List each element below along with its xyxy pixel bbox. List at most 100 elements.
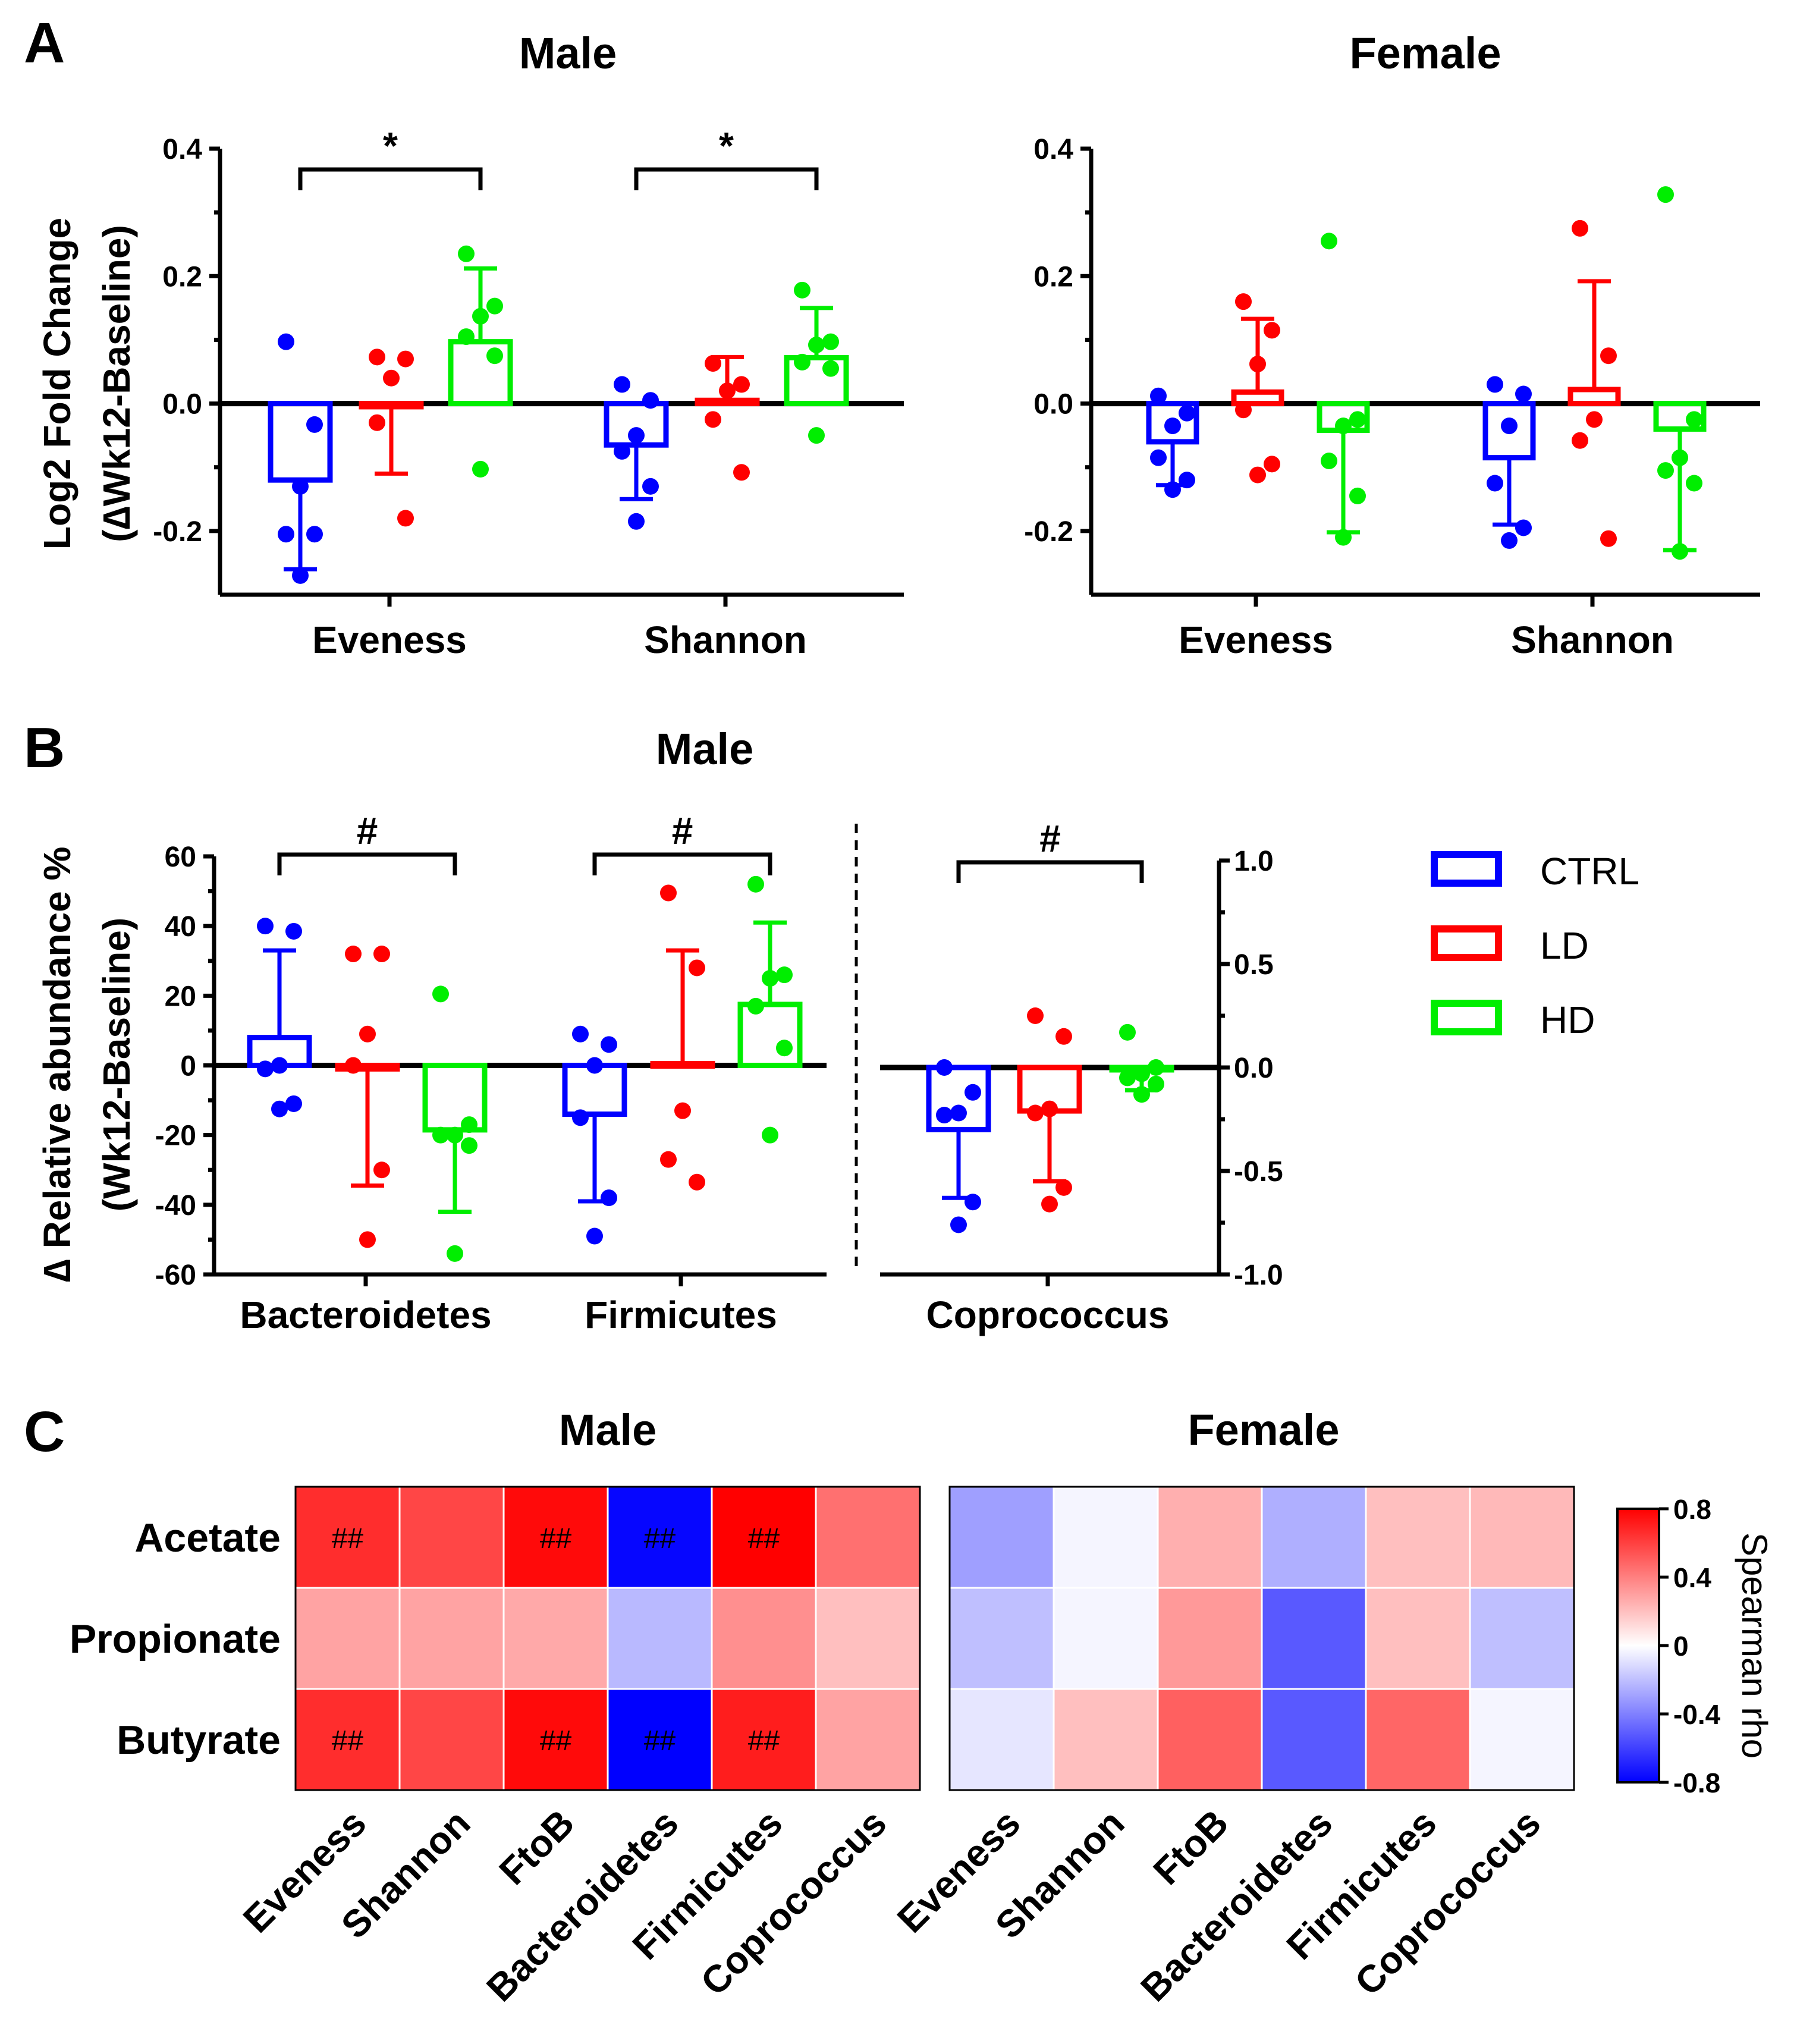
y-tick-label: -0.5 [1234, 1156, 1283, 1188]
data-point-hd [472, 460, 489, 478]
data-point-hd [747, 997, 764, 1015]
data-point-ld [733, 464, 750, 481]
y-tick-label: -40 [155, 1190, 196, 1222]
data-point-ctrl [306, 416, 323, 433]
bar-ctrl [268, 401, 333, 483]
data-point-hd [762, 970, 778, 987]
data-point-ctrl [642, 478, 659, 495]
data-point-ctrl [628, 513, 645, 530]
data-point-ctrl [257, 918, 274, 935]
heatmap-cell [1053, 1688, 1159, 1791]
data-point-ctrl [965, 1194, 981, 1211]
data-point-ctrl [1515, 385, 1532, 403]
bar-ld [650, 1061, 715, 1069]
data-point-ld [1235, 293, 1252, 310]
significance-bracket [592, 852, 772, 875]
data-point-ld [345, 1057, 362, 1074]
chart-b-phyla: 60 40 20 0 -20 -40 -60 Bacteroidetes Firmicutes #… [155, 809, 827, 1336]
heatmap-cell [398, 1587, 505, 1690]
heatmap-cell [294, 1587, 401, 1690]
data-point-ld [1264, 456, 1280, 473]
data-point-hd [794, 281, 810, 299]
significance-mark: ## [540, 1725, 572, 1757]
data-point-ld [1041, 1195, 1058, 1213]
data-point-ctrl [614, 376, 630, 393]
data-point-ctrl [285, 1095, 302, 1112]
significance-mark: ## [748, 1523, 780, 1555]
data-point-ld [383, 369, 400, 387]
data-point-hd [776, 966, 793, 984]
y-tick-label: -0.2 [1024, 516, 1073, 548]
data-point-ctrl [642, 392, 659, 409]
data-point-ctrl [965, 1084, 981, 1101]
y-tick-label: -60 [155, 1260, 196, 1291]
y-tick-label: 0.5 [1234, 949, 1274, 981]
legend: CTRL LD HD [1431, 850, 1639, 1041]
data-point-hd [472, 307, 489, 325]
data-point-ld [1027, 1104, 1044, 1122]
significance-bracket [956, 860, 1144, 883]
colorbar-tick-label: 0 [1673, 1631, 1689, 1662]
y-tick-label: 0.2 [162, 261, 202, 293]
data-point-hd [822, 333, 839, 350]
significance-bracket [634, 167, 819, 190]
y-tick-label: 40 [165, 911, 196, 943]
data-point-ctrl [1501, 417, 1518, 435]
y-tick-label: 0.2 [1033, 261, 1073, 293]
data-point-ctrl [1487, 475, 1503, 492]
heatmap-cell [1053, 1587, 1159, 1690]
data-point-ld [689, 959, 705, 977]
data-point-ctrl [1164, 417, 1181, 435]
y-tick-label: 0.4 [162, 134, 202, 165]
data-point-hd [1133, 1086, 1150, 1103]
panel-b-ylabel-line2: (Wk12-Baseline) [95, 918, 138, 1211]
data-point-ctrl [1164, 481, 1181, 498]
data-point-hd [1335, 417, 1352, 435]
data-point-ld [359, 1025, 376, 1043]
bar-hd [1653, 401, 1707, 432]
data-point-ctrl [1150, 449, 1167, 466]
category-label: Eveness [1179, 618, 1333, 661]
category-label: Shannon [1511, 618, 1674, 661]
chart-a-female: 0.4 0.2 0.0 -0.2 Eveness Shannon [1024, 134, 1760, 661]
y-tick-label: 60 [165, 842, 196, 873]
data-point-ld [1572, 219, 1588, 237]
data-point-ld [1041, 1100, 1058, 1117]
column-label: Bacteroidetes [478, 1801, 686, 2010]
panel-a-female-title: Female [1349, 29, 1501, 78]
data-point-ld [660, 1151, 677, 1168]
data-point-hd [458, 328, 475, 346]
data-point-ctrl [1501, 532, 1518, 549]
category-label: Shannon [644, 618, 807, 661]
data-point-hd [461, 1116, 477, 1134]
data-point-ctrl [292, 478, 309, 495]
data-point-ld [1055, 1028, 1072, 1045]
data-point-ctrl [936, 1059, 953, 1076]
data-point-ld [369, 414, 385, 431]
data-point-hd [1672, 449, 1688, 466]
bar-ld [359, 401, 424, 410]
panel-c-male-title: Male [559, 1405, 657, 1455]
data-point-ld [359, 1231, 376, 1248]
data-point-ctrl [614, 442, 630, 460]
data-point-ctrl [628, 427, 645, 444]
data-point-ld [1586, 411, 1603, 428]
data-point-ctrl [1179, 472, 1195, 489]
legend-label-ctrl: CTRL [1540, 850, 1639, 893]
heatmap-cell [1261, 1587, 1367, 1690]
panel-a-ylabel-line1: Log2 Fold Change [36, 218, 78, 550]
significance-mark: ## [332, 1725, 364, 1757]
row-label: Butyrate [117, 1718, 281, 1763]
data-point-ctrl [306, 526, 323, 543]
heatmap-cell [948, 1486, 1055, 1589]
heatmap-cell [1469, 1587, 1575, 1690]
bar-ld [1567, 387, 1621, 407]
colorbar: 0.8 0.4 0 -0.4 -0.8 Spearman rho [1616, 1494, 1774, 1798]
data-point-ld [705, 355, 721, 372]
colorbar-tick-label: 0.8 [1673, 1494, 1711, 1525]
data-point-ld [369, 348, 385, 366]
significance-label: * [383, 124, 398, 167]
